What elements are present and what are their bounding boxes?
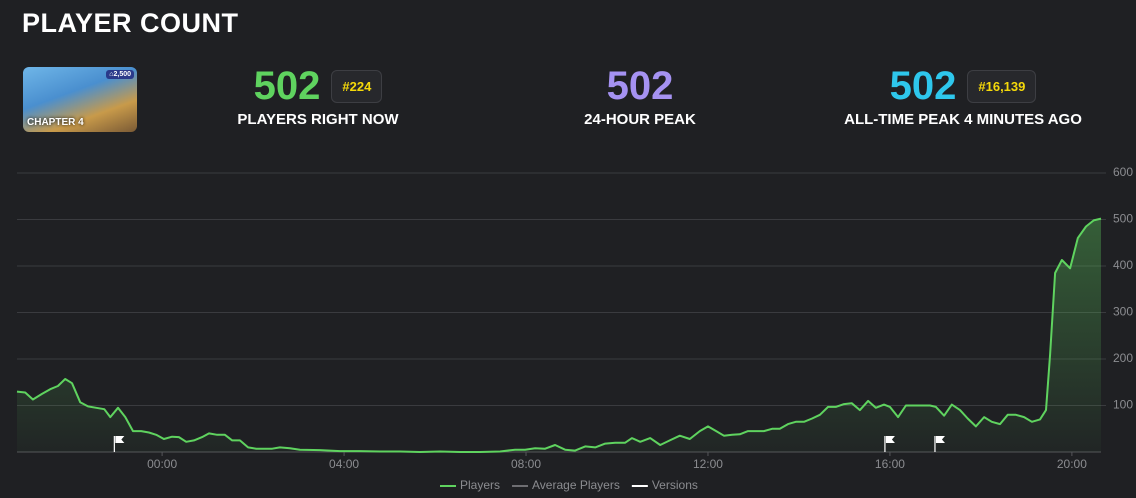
stat-value: 502 [889, 63, 957, 108]
x-tick-label: 00:00 [147, 457, 177, 471]
legend-label: Players [460, 478, 500, 492]
y-tick-label: 400 [1113, 258, 1133, 272]
stat-value: 502 [253, 63, 321, 108]
version-flag [115, 436, 125, 443]
thumbnail[interactable]: ⌂2,500 CHAPTER 4 [23, 67, 137, 132]
page-title: PLAYER COUNT [22, 8, 239, 38]
y-tick-label: 200 [1113, 351, 1133, 365]
x-tick-label: 16:00 [875, 457, 905, 471]
stat-label: PLAYERS RIGHT NOW [237, 111, 399, 128]
x-tick-label: 08:00 [511, 457, 541, 471]
x-tick-label: 12:00 [693, 457, 723, 471]
y-tick-label: 500 [1113, 212, 1133, 226]
y-tick-label: 100 [1113, 398, 1133, 412]
stat-rank: #16,139 [967, 69, 1037, 103]
stat-label: 24-HOUR PEAK [584, 111, 696, 128]
y-tick-label: 300 [1113, 305, 1133, 319]
y-tick-label: 600 [1113, 165, 1133, 179]
stat: 502 #224 PLAYERS RIGHT NOW [138, 63, 498, 129]
stat: 502 #16,139 ALL-TIME PEAK 4 MINUTES AGO [783, 63, 1136, 129]
line [16, 217, 1102, 453]
thumbnail-badge: ⌂2,500 [106, 70, 134, 79]
stat-label: ALL-TIME PEAK 4 MINUTES AGO [844, 111, 1082, 128]
stat-value: 502 [606, 63, 674, 108]
stat-rank: #224 [331, 69, 383, 103]
stat: 502 24-HOUR PEAK [460, 63, 820, 129]
legend-label: Average Players [532, 478, 620, 492]
thumbnail-label: CHAPTER 4 [27, 117, 84, 128]
x-tick-label: 04:00 [329, 457, 359, 471]
version-flag [935, 436, 945, 443]
line-area [17, 218, 1101, 452]
version-flag [885, 436, 895, 443]
x-tick-label: 20:00 [1057, 457, 1087, 471]
legend-label: Versions [652, 478, 698, 492]
